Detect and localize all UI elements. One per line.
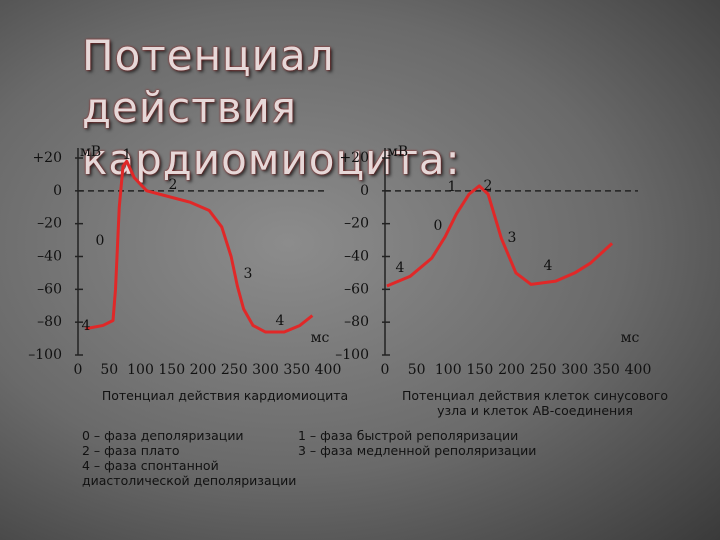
x-tick-label: 0 <box>381 362 390 378</box>
y-tick-label: –80 <box>37 314 62 330</box>
chart-caption: Потенциал действия кардиомиоцита <box>101 388 349 403</box>
x-tick-label: 100 <box>435 362 462 378</box>
y-tick-label: +20 <box>339 150 369 166</box>
phase-annotation: 0 <box>96 233 105 249</box>
y-tick-label: –60 <box>344 281 369 297</box>
chart-caption: Потенциал действия клеток синусового узл… <box>401 388 669 418</box>
y-tick-label: –100 <box>28 347 62 363</box>
y-tick-label: –40 <box>37 249 62 265</box>
y-tick-label: +20 <box>32 150 62 166</box>
x-tick-label: 0 <box>74 362 83 378</box>
x-tick-label: 400 <box>315 362 342 378</box>
data-line <box>386 184 614 288</box>
phase-annotation: 1 <box>123 147 132 163</box>
y-tick-label: 0 <box>53 183 62 199</box>
legend-item: 1 – фаза быстрой реполяризации <box>298 428 519 443</box>
x-tick-label: 300 <box>561 362 588 378</box>
x-tick-label: 400 <box>625 362 652 378</box>
x-tick-label: 50 <box>100 362 118 378</box>
data-line <box>85 159 314 334</box>
phase-annotation: 4 <box>82 318 91 334</box>
phase-annotation: 2 <box>169 177 178 193</box>
y-axis-label: мВ <box>80 144 101 160</box>
x-tick-label: 350 <box>593 362 620 378</box>
y-tick-label: –60 <box>37 281 62 297</box>
y-tick-label: –20 <box>344 216 369 232</box>
phase-annotation: 2 <box>484 178 493 194</box>
y-axis-label: мВ <box>387 144 408 160</box>
x-tick-label: 200 <box>190 362 217 378</box>
x-tick-label: 250 <box>221 362 248 378</box>
phase-annotation: 3 <box>244 266 253 282</box>
legend-item: 2 – фаза плато <box>82 443 180 458</box>
legend-item: 4 – фаза спонтанной диастолической депол… <box>82 458 297 488</box>
x-axis-label: мс <box>621 330 640 346</box>
x-tick-label: 150 <box>158 362 185 378</box>
x-tick-label: 200 <box>498 362 525 378</box>
legend-item: 0 – фаза деполяризации <box>82 428 244 443</box>
phase-annotation: 4 <box>276 313 285 329</box>
y-tick-label: –80 <box>344 314 369 330</box>
x-tick-label: 250 <box>530 362 557 378</box>
x-tick-label: 300 <box>252 362 279 378</box>
y-tick-label: –100 <box>335 347 369 363</box>
phase-annotation: 0 <box>434 218 443 234</box>
y-tick-label: 0 <box>360 183 369 199</box>
y-tick-label: –40 <box>344 249 369 265</box>
x-tick-label: 150 <box>467 362 494 378</box>
y-tick-label: –20 <box>37 216 62 232</box>
legend-item: 3 – фаза медленной реполяризации <box>298 443 537 458</box>
x-axis-label: мс <box>311 330 330 346</box>
x-tick-label: 350 <box>283 362 310 378</box>
phase-annotation: 4 <box>396 260 405 276</box>
phase-annotation: 1 <box>448 179 457 195</box>
slide-title: Потенциал действия кардиомиоцита: <box>82 31 461 184</box>
phase-annotation: 3 <box>508 230 517 246</box>
phase-annotation: 4 <box>544 258 553 274</box>
x-tick-label: 50 <box>408 362 426 378</box>
x-tick-label: 100 <box>127 362 154 378</box>
